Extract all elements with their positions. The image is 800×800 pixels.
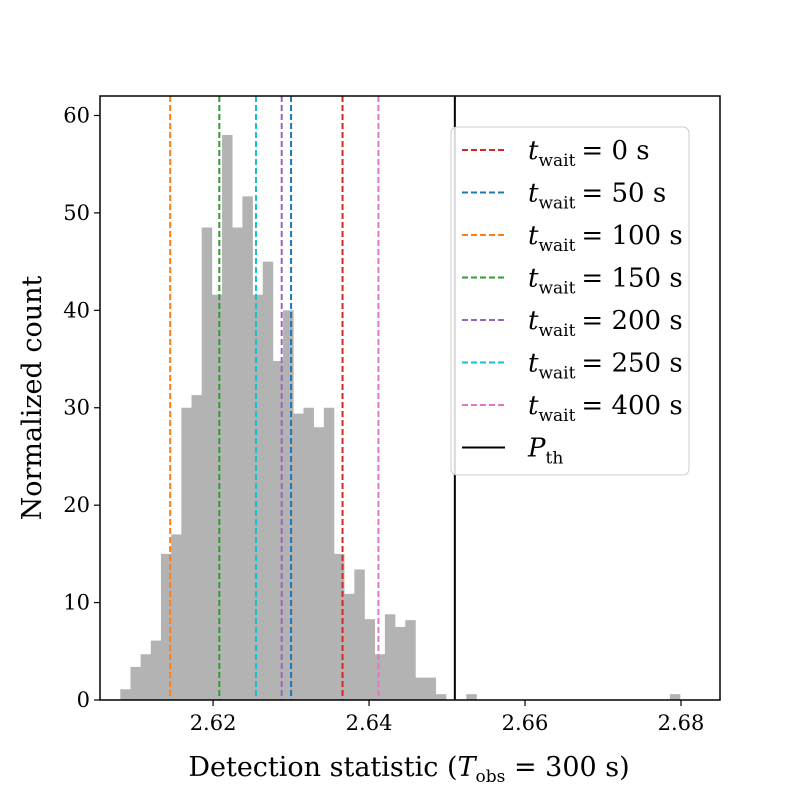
histogram-bar [140,654,152,700]
x-tick-label: 2.66 [502,711,549,735]
y-tick-label: 20 [63,493,90,517]
legend-label: twait = 0 s [528,136,650,171]
histogram-bar [344,593,355,700]
histogram-bar [384,614,396,700]
histogram-bar [395,626,406,700]
y-axis-ticks: 0 10 20 30 40 50 60 [63,103,100,712]
legend: twait = 0 s twait = 50 s twait = 100 s twait = … [450,126,690,476]
y-tick-label: 50 [63,201,90,225]
threshold-lines [169,96,456,700]
histogram-bar [252,294,264,700]
histogram-bar [374,654,386,700]
histogram-bar [211,294,223,700]
legend-label: Pth [527,434,563,469]
histogram-bar [160,553,172,700]
x-tick-label: 2.68 [658,711,705,735]
histogram-bar [283,310,294,700]
legend-label: twait = 200 s [528,306,683,341]
histogram-bar [354,569,365,700]
y-tick-label: 30 [63,396,90,420]
histogram-bar [262,261,274,700]
y-tick-label: 60 [63,103,90,127]
histogram-bar [150,640,162,700]
histogram-bar [120,689,131,700]
histogram-bar [303,407,314,700]
histogram-bar [425,677,437,700]
histogram-bar [435,694,447,700]
legend-box [450,126,690,476]
histogram-bar [222,134,233,700]
y-axis-label: Normalized count [17,275,48,520]
x-tick-label: 2.62 [190,711,237,735]
histogram-bar [669,694,681,700]
legend-label: twait = 250 s [528,349,683,384]
histogram-bar [405,620,416,700]
histogram-bar [415,677,426,700]
histogram-bar [232,227,243,701]
x-axis-label-post: = 300 s) [505,752,629,783]
legend-label: twait = 400 s [528,391,683,426]
histogram-bar [466,694,477,700]
histogram-bar [242,196,253,701]
legend-entries: twait = 0 s twait = 50 s twait = 100 s twait = … [462,136,683,469]
legend-label: twait = 50 s [528,179,666,214]
legend-label: twait = 150 s [528,264,683,299]
plot-frame [99,95,721,701]
histogram-bar [313,427,325,700]
y-tick-label: 10 [63,591,90,615]
y-tick-label: 0 [77,688,90,712]
histogram-bar [201,227,213,701]
x-axis-label: Detection statistic (Tobs = 300 s) [188,752,629,787]
x-axis-label-sub: obs [476,767,506,787]
legend-label: twait = 100 s [528,221,683,256]
histogram-bar [181,407,192,700]
histogram-bar [323,407,335,700]
x-axis-label-pre: Detection statistic ( [188,752,457,783]
histogram-bar [171,534,182,700]
histogram-bar [364,619,376,700]
x-axis-label-var: T [458,752,478,783]
histogram-bar [293,413,304,700]
histogram-bar [191,395,202,700]
histogram-bar [272,360,284,700]
histogram-bar [334,553,345,700]
histogram-bars [120,134,681,701]
x-tick-label: 2.64 [346,711,393,735]
x-axis-ticks: 2.62 2.64 2.66 2.68 [190,700,705,735]
y-tick-label: 40 [63,298,90,322]
histogram-bar [130,666,141,700]
